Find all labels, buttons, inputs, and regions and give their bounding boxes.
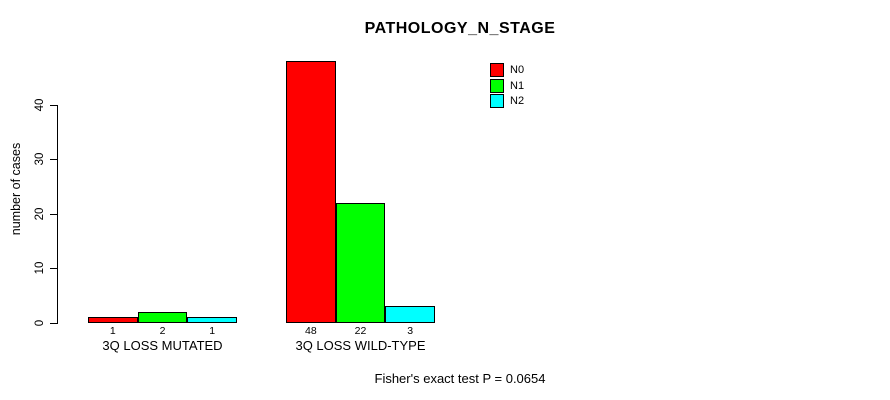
y-axis-tick-label: 0	[34, 319, 46, 326]
bar-value-label: 22	[354, 324, 367, 337]
y-axis-tick-label: 40	[34, 98, 46, 111]
bar-value-label: 1	[109, 324, 116, 337]
legend-item-N1: N1	[490, 78, 525, 93]
bar-value-label: 2	[159, 324, 166, 337]
legend-swatch-icon	[490, 63, 504, 77]
legend-label: N2	[510, 95, 525, 107]
y-axis-tick	[50, 213, 57, 215]
bar-value-label: 48	[304, 324, 317, 337]
legend-item-N0: N0	[490, 63, 524, 77]
bar-N0	[88, 317, 138, 324]
y-axis-line	[57, 104, 59, 324]
stat-annotation: Fisher's exact test P = 0.0654	[374, 371, 546, 386]
y-axis-tick	[50, 104, 57, 106]
legend: N0 N1 N2	[490, 63, 524, 110]
bar-N1	[137, 311, 188, 324]
chart-title: PATHOLOGY_N_STAGE	[364, 20, 556, 37]
legend-swatch-icon	[490, 78, 504, 93]
y-axis-tick-label: 20	[34, 207, 46, 220]
legend-label: N0	[510, 64, 525, 76]
y-axis-label: number of cases	[9, 142, 23, 236]
bar-N1	[335, 202, 386, 324]
y-axis-tick-label: 30	[34, 152, 46, 166]
category-label: 3Q LOSS MUTATED	[102, 338, 223, 353]
category-label: 3Q LOSS WILD-TYPE	[295, 338, 426, 353]
bar-N2	[385, 306, 435, 324]
y-axis-tick	[50, 322, 57, 324]
y-axis-tick	[50, 268, 57, 270]
bar-value-label: 3	[407, 324, 414, 337]
bar-N2	[187, 317, 237, 324]
y-axis-tick	[50, 159, 57, 161]
bar-N0	[286, 60, 336, 324]
y-axis-tick-label: 10	[34, 261, 46, 275]
legend-label: N1	[510, 79, 525, 92]
legend-item-N2: N2	[490, 94, 524, 108]
bar-value-label: 1	[209, 324, 216, 337]
legend-swatch-icon	[490, 94, 504, 108]
